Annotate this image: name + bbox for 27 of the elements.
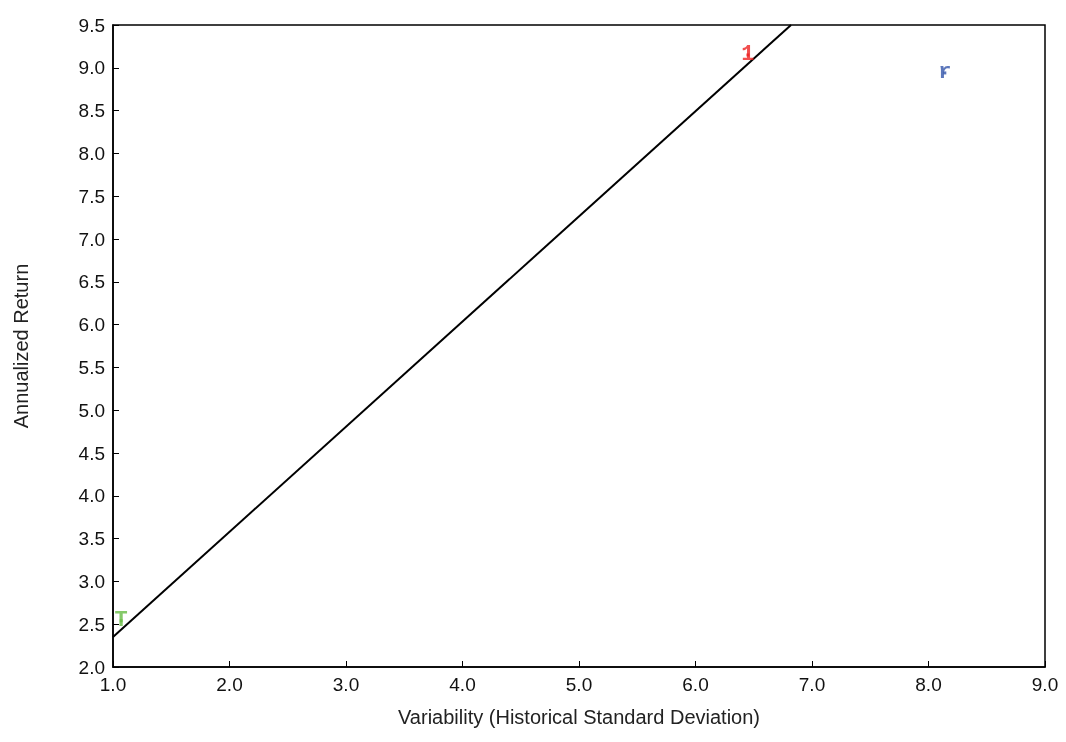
y-tick-label: 3.5 <box>78 528 105 550</box>
x-tick-label: 4.0 <box>449 674 476 695</box>
y-tick-label: 3.0 <box>78 570 105 592</box>
y-tick-label: 9.5 <box>78 14 105 36</box>
x-tick-label: 2.0 <box>216 674 243 695</box>
x-tick-label: 8.0 <box>915 674 942 695</box>
x-tick-label: 5.0 <box>565 674 593 695</box>
y-tick-label: 2.5 <box>78 613 105 635</box>
x-tick-label: 6.0 <box>682 674 709 695</box>
x-tick-label: 7.0 <box>798 674 826 695</box>
y-tick-label: 4.0 <box>78 485 105 507</box>
y-tick-label: 5.5 <box>78 356 105 378</box>
y-tick-label: 7.0 <box>78 228 105 250</box>
y-tick-label: 6.5 <box>78 271 105 293</box>
x-tick-label: 9.0 <box>1031 674 1059 695</box>
y-axis-title: Annualized Return <box>10 263 32 429</box>
x-tick-label: 3.0 <box>332 674 360 695</box>
y-tick-label: 4.5 <box>78 442 105 464</box>
y-tick-label: 8.0 <box>78 142 105 164</box>
series-label: r <box>938 60 952 86</box>
x-axis-title: Variability (Historical Standard Deviation) <box>398 706 760 728</box>
y-tick-label: 9.0 <box>78 57 105 79</box>
series-label: 1 <box>741 42 755 68</box>
y-tick-label: 6.0 <box>78 314 105 336</box>
y-tick-label: 5.0 <box>78 399 105 421</box>
y-tick-label: 8.5 <box>78 100 105 122</box>
y-tick-label: 7.5 <box>78 185 105 207</box>
